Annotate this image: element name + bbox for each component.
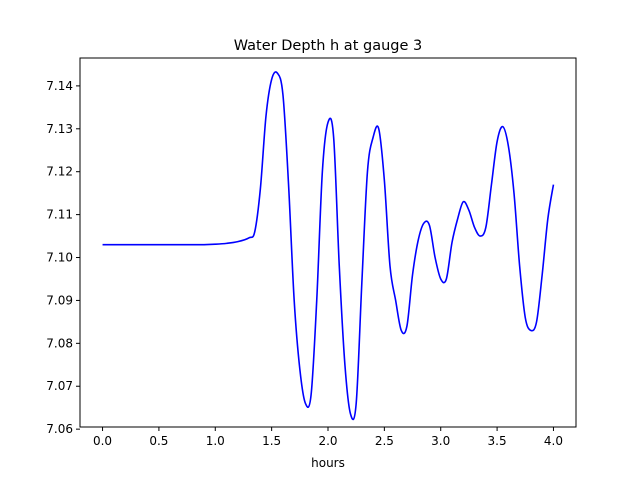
x-tick-label: 3.0 xyxy=(431,434,450,448)
x-axis-ticks: 0.0 0.5 1.0 1.5 2.0 2.5 3.0 3.5 4.0 xyxy=(93,427,563,448)
y-tick-label: 7.10 xyxy=(46,251,73,265)
y-tick-label: 7.06 xyxy=(46,422,73,436)
x-tick-label: 2.5 xyxy=(375,434,394,448)
plot-area xyxy=(102,71,555,421)
y-tick-label: 7.14 xyxy=(46,79,73,93)
x-tick-label: 2.0 xyxy=(318,434,337,448)
y-tick-label: 7.11 xyxy=(46,208,73,222)
y-tick-label: 7.08 xyxy=(46,336,73,350)
x-tick-label: 3.5 xyxy=(488,434,507,448)
chart-title: Water Depth h at gauge 3 xyxy=(234,38,422,54)
x-tick-label: 0.0 xyxy=(93,434,112,448)
x-tick-label: 1.5 xyxy=(262,434,281,448)
y-tick-label: 7.09 xyxy=(46,293,73,307)
x-tick-label: 1.0 xyxy=(206,434,225,448)
x-axis-label: hours xyxy=(311,456,345,470)
y-tick-label: 7.07 xyxy=(46,379,73,393)
series-line xyxy=(102,71,555,421)
x-tick-label: 4.0 xyxy=(544,434,563,448)
y-axis-ticks: 7.06 7.07 7.08 7.09 7.10 7.11 7.12 7.13 7.14 xyxy=(46,79,80,436)
y-tick-label: 7.13 xyxy=(46,122,73,136)
plot-frame xyxy=(79,57,577,428)
x-tick-label: 0.5 xyxy=(149,434,168,448)
y-tick-label: 7.12 xyxy=(46,165,73,179)
